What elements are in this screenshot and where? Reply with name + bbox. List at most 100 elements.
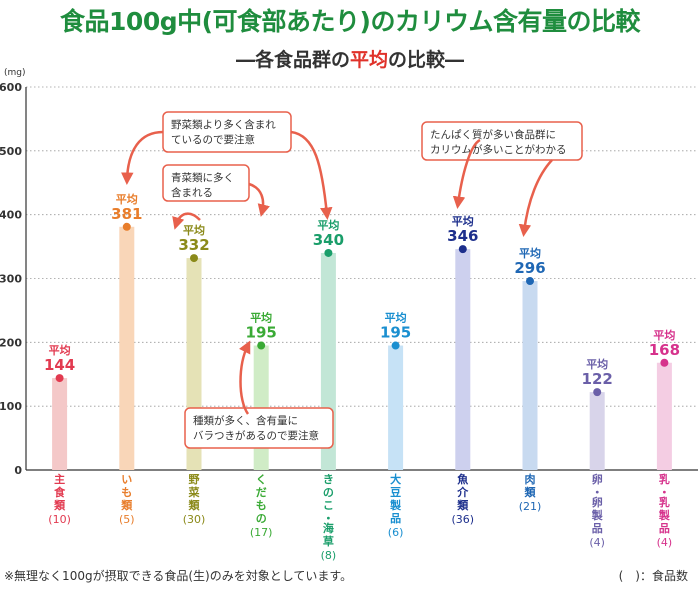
bar <box>656 362 672 470</box>
annotation-box <box>184 407 334 449</box>
avg-caption: 平均 <box>49 343 71 357</box>
category-char: 乳 <box>659 472 670 486</box>
bar <box>455 249 471 470</box>
category-char: こ <box>323 499 334 512</box>
data-label: 144 <box>44 356 75 374</box>
avg-marker <box>324 248 333 257</box>
avg-caption: 平均 <box>519 246 541 260</box>
category-char: く <box>256 473 267 486</box>
y-tick-label: 400 <box>0 209 22 222</box>
bar <box>388 345 404 470</box>
category-char: 類 <box>524 485 537 499</box>
category-count: (30) <box>183 513 206 526</box>
annotation-arrow <box>452 138 481 209</box>
data-label: 381 <box>111 205 142 223</box>
avg-marker <box>526 277 534 286</box>
category-char: 野 <box>189 473 200 486</box>
annotation-text: 野菜類より多く含まれ <box>171 118 276 131</box>
bar <box>119 226 135 470</box>
y-axis-unit: (mg) <box>4 68 26 78</box>
annotation-text: たんぱく質が多い食品群に <box>430 128 556 141</box>
bar <box>52 378 68 470</box>
subtitle-suffix: の比較― <box>388 49 465 71</box>
category-char: 卵 <box>592 472 603 486</box>
category-count: (6) <box>388 526 404 539</box>
category-count: (4) <box>657 536 673 549</box>
data-label: 332 <box>178 236 209 254</box>
category-char: 製 <box>389 498 402 512</box>
category-char: 食 <box>54 485 66 499</box>
chart-title: 食品100g中(可食部あたり)のカリウム含有量の比較 <box>60 7 640 36</box>
category-char: 肉 <box>525 472 536 486</box>
category-char: 海 <box>323 521 334 535</box>
annotation-arrow <box>239 340 251 415</box>
category-char: の <box>323 486 334 499</box>
avg-marker <box>660 358 669 367</box>
subtitle-prefix: ―各食品群の <box>235 49 350 71</box>
category-char: 豆 <box>390 486 401 499</box>
annotation-box <box>421 121 583 161</box>
category-char: 品 <box>659 522 670 535</box>
category-count: (8) <box>321 549 337 562</box>
data-label: 195 <box>380 324 411 342</box>
category-char: 製 <box>591 508 604 522</box>
category-char: ・ <box>659 486 670 499</box>
category-count: (10) <box>48 513 71 526</box>
annotation-arrow <box>248 182 270 217</box>
y-tick-label: 500 <box>0 145 22 158</box>
avg-marker <box>257 341 266 350</box>
category-char: 主 <box>54 472 65 486</box>
category-count: (5) <box>119 513 135 526</box>
avg-marker <box>391 341 400 350</box>
count-legend: ( )：食品数 <box>618 569 688 583</box>
y-tick-label: 100 <box>0 400 22 413</box>
category-char: の <box>256 512 267 525</box>
category-char: 大 <box>390 472 401 486</box>
avg-caption: 平均 <box>452 214 474 228</box>
bar <box>589 392 605 470</box>
avg-caption: 平均 <box>116 192 138 206</box>
category-char: 介 <box>456 485 469 499</box>
avg-marker <box>55 374 64 383</box>
category-char: 乳 <box>659 495 670 509</box>
category-char: も <box>121 486 132 499</box>
y-tick-label: 200 <box>0 336 22 349</box>
category-char: 品 <box>390 512 401 525</box>
category-count: (4) <box>589 536 605 549</box>
category-char: 製 <box>658 508 671 522</box>
avg-caption: 平均 <box>586 357 608 371</box>
annotation-text: バラつきがあるので要注意 <box>193 429 319 442</box>
category-char: 類 <box>456 498 469 512</box>
avg-marker <box>458 245 467 254</box>
category-count: (21) <box>519 500 542 513</box>
category-char: も <box>256 499 267 512</box>
category-char: い <box>121 473 132 486</box>
annotation-text: 含まれる <box>171 186 213 199</box>
avg-caption: 平均 <box>385 311 407 325</box>
category-char: ・ <box>592 486 603 499</box>
category-char: 類 <box>53 498 66 512</box>
avg-caption: 平均 <box>183 223 205 237</box>
annotation-arrow <box>518 159 553 237</box>
subtitle-highlight: 平均 <box>349 49 388 71</box>
category-char: 菜 <box>188 485 201 499</box>
avg-marker <box>190 254 198 263</box>
category-char: 類 <box>188 498 201 512</box>
data-label: 168 <box>649 341 680 359</box>
category-char: 草 <box>323 534 334 548</box>
avg-caption: 平均 <box>317 218 339 232</box>
y-tick-label: 0 <box>14 464 22 477</box>
annotation-text: カリウムが多いことがわかる <box>430 143 567 156</box>
avg-caption: 平均 <box>653 328 675 342</box>
category-char: 魚 <box>457 472 468 486</box>
annotation-arrow <box>172 212 201 230</box>
chart-subtitle: ―各食品群の平均の比較― <box>0 45 700 72</box>
data-label: 296 <box>514 259 545 277</box>
avg-caption: 平均 <box>250 311 272 325</box>
y-tick-label: 600 <box>0 81 22 94</box>
data-label: 195 <box>246 324 277 342</box>
category-char: き <box>323 473 334 486</box>
category-char: ・ <box>323 512 334 525</box>
avg-marker <box>593 388 602 397</box>
